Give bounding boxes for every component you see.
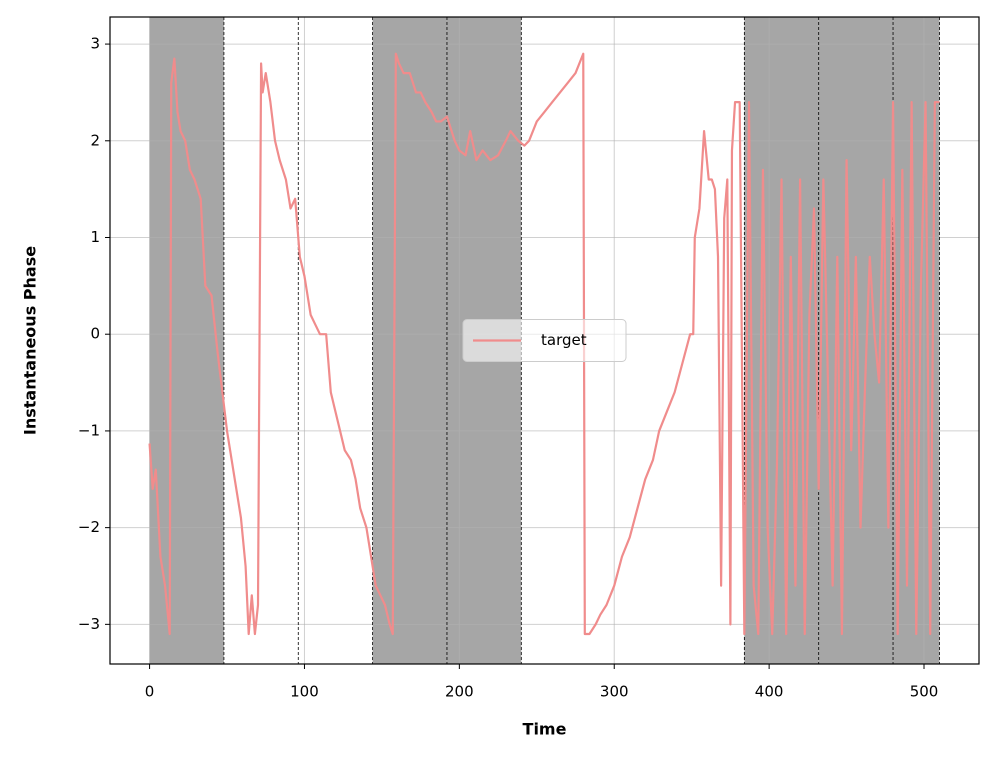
legend-box [462, 319, 627, 362]
shaded-span [149, 17, 224, 664]
x-tick-label: 200 [445, 683, 474, 701]
y-axis-title: Instantaneous Phase [21, 246, 40, 435]
x-tick-label: 0 [145, 683, 155, 701]
y-tick-label: −3 [78, 615, 100, 633]
plot-frame [109, 16, 980, 665]
y-tick-label: 1 [90, 228, 100, 246]
data-line [148, 52, 940, 636]
y-tick-label: 3 [90, 35, 100, 53]
x-tick-label: 500 [910, 683, 939, 701]
x-axis-title: Time [523, 720, 567, 739]
x-tick-label: 100 [290, 683, 319, 701]
shaded-span [744, 17, 819, 664]
x-tick-label: 300 [600, 683, 629, 701]
y-tick-label: −1 [78, 421, 100, 439]
legend-label: target [541, 331, 587, 349]
legend: target [462, 319, 627, 362]
y-tick-label: 0 [90, 325, 100, 343]
y-tick-label: −2 [78, 518, 100, 536]
y-tick-label: 2 [90, 131, 100, 149]
shaded-span [372, 17, 447, 664]
x-tick-label: 400 [755, 683, 784, 701]
shaded-span [818, 17, 894, 664]
